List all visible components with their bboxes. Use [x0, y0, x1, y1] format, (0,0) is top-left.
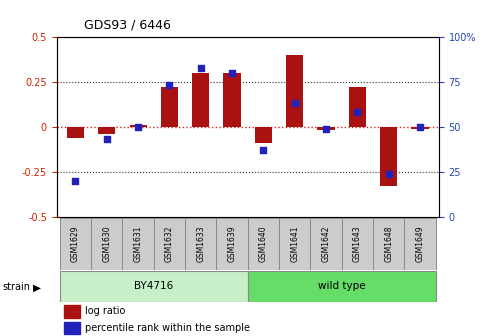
Text: GSM1630: GSM1630	[103, 225, 111, 262]
Text: percentile rank within the sample: percentile rank within the sample	[85, 323, 250, 333]
Bar	[216, 218, 248, 270]
Bar	[130, 125, 147, 127]
Bar	[122, 218, 154, 270]
Bar	[192, 73, 210, 127]
Bar	[411, 127, 428, 129]
Bar	[223, 73, 241, 127]
Text: GSM1642: GSM1642	[321, 225, 330, 262]
Point	[71, 178, 79, 183]
Bar	[154, 218, 185, 270]
Bar	[342, 218, 373, 270]
Bar	[380, 127, 397, 186]
Text: GSM1643: GSM1643	[353, 225, 362, 262]
Text: log ratio: log ratio	[85, 306, 126, 316]
Bar	[91, 218, 122, 270]
Text: GSM1641: GSM1641	[290, 225, 299, 262]
Point	[353, 110, 361, 115]
Bar	[279, 218, 311, 270]
Bar	[60, 218, 91, 270]
Bar	[60, 271, 248, 302]
Bar	[185, 218, 216, 270]
Text: GSM1648: GSM1648	[384, 225, 393, 262]
Bar	[98, 127, 115, 134]
Point	[103, 137, 111, 142]
Bar	[311, 218, 342, 270]
Bar	[286, 55, 303, 127]
Point	[259, 148, 267, 153]
Bar	[248, 271, 436, 302]
Bar	[373, 218, 404, 270]
Point	[291, 101, 299, 106]
Point	[385, 171, 392, 176]
Text: GSM1639: GSM1639	[228, 225, 237, 262]
Text: GSM1632: GSM1632	[165, 225, 174, 262]
Text: GSM1640: GSM1640	[259, 225, 268, 262]
Bar	[64, 305, 80, 318]
Text: BY4716: BY4716	[134, 282, 174, 291]
Text: GDS93 / 6446: GDS93 / 6446	[84, 19, 171, 32]
Bar	[349, 87, 366, 127]
Point	[322, 126, 330, 131]
Point	[134, 124, 142, 129]
Bar	[161, 87, 178, 127]
Point	[197, 65, 205, 70]
Point	[416, 124, 424, 129]
Text: GSM1649: GSM1649	[416, 225, 424, 262]
Text: GSM1633: GSM1633	[196, 225, 205, 262]
Text: wild type: wild type	[318, 282, 365, 291]
Point	[228, 70, 236, 76]
Text: ▶: ▶	[33, 283, 41, 293]
Text: GSM1629: GSM1629	[71, 225, 80, 262]
Bar	[64, 322, 80, 334]
Bar	[404, 218, 436, 270]
Bar	[317, 127, 335, 130]
Text: GSM1631: GSM1631	[134, 225, 142, 262]
Bar	[67, 127, 84, 138]
Bar	[255, 127, 272, 143]
Text: strain: strain	[2, 282, 31, 292]
Point	[166, 83, 174, 88]
Bar	[248, 218, 279, 270]
